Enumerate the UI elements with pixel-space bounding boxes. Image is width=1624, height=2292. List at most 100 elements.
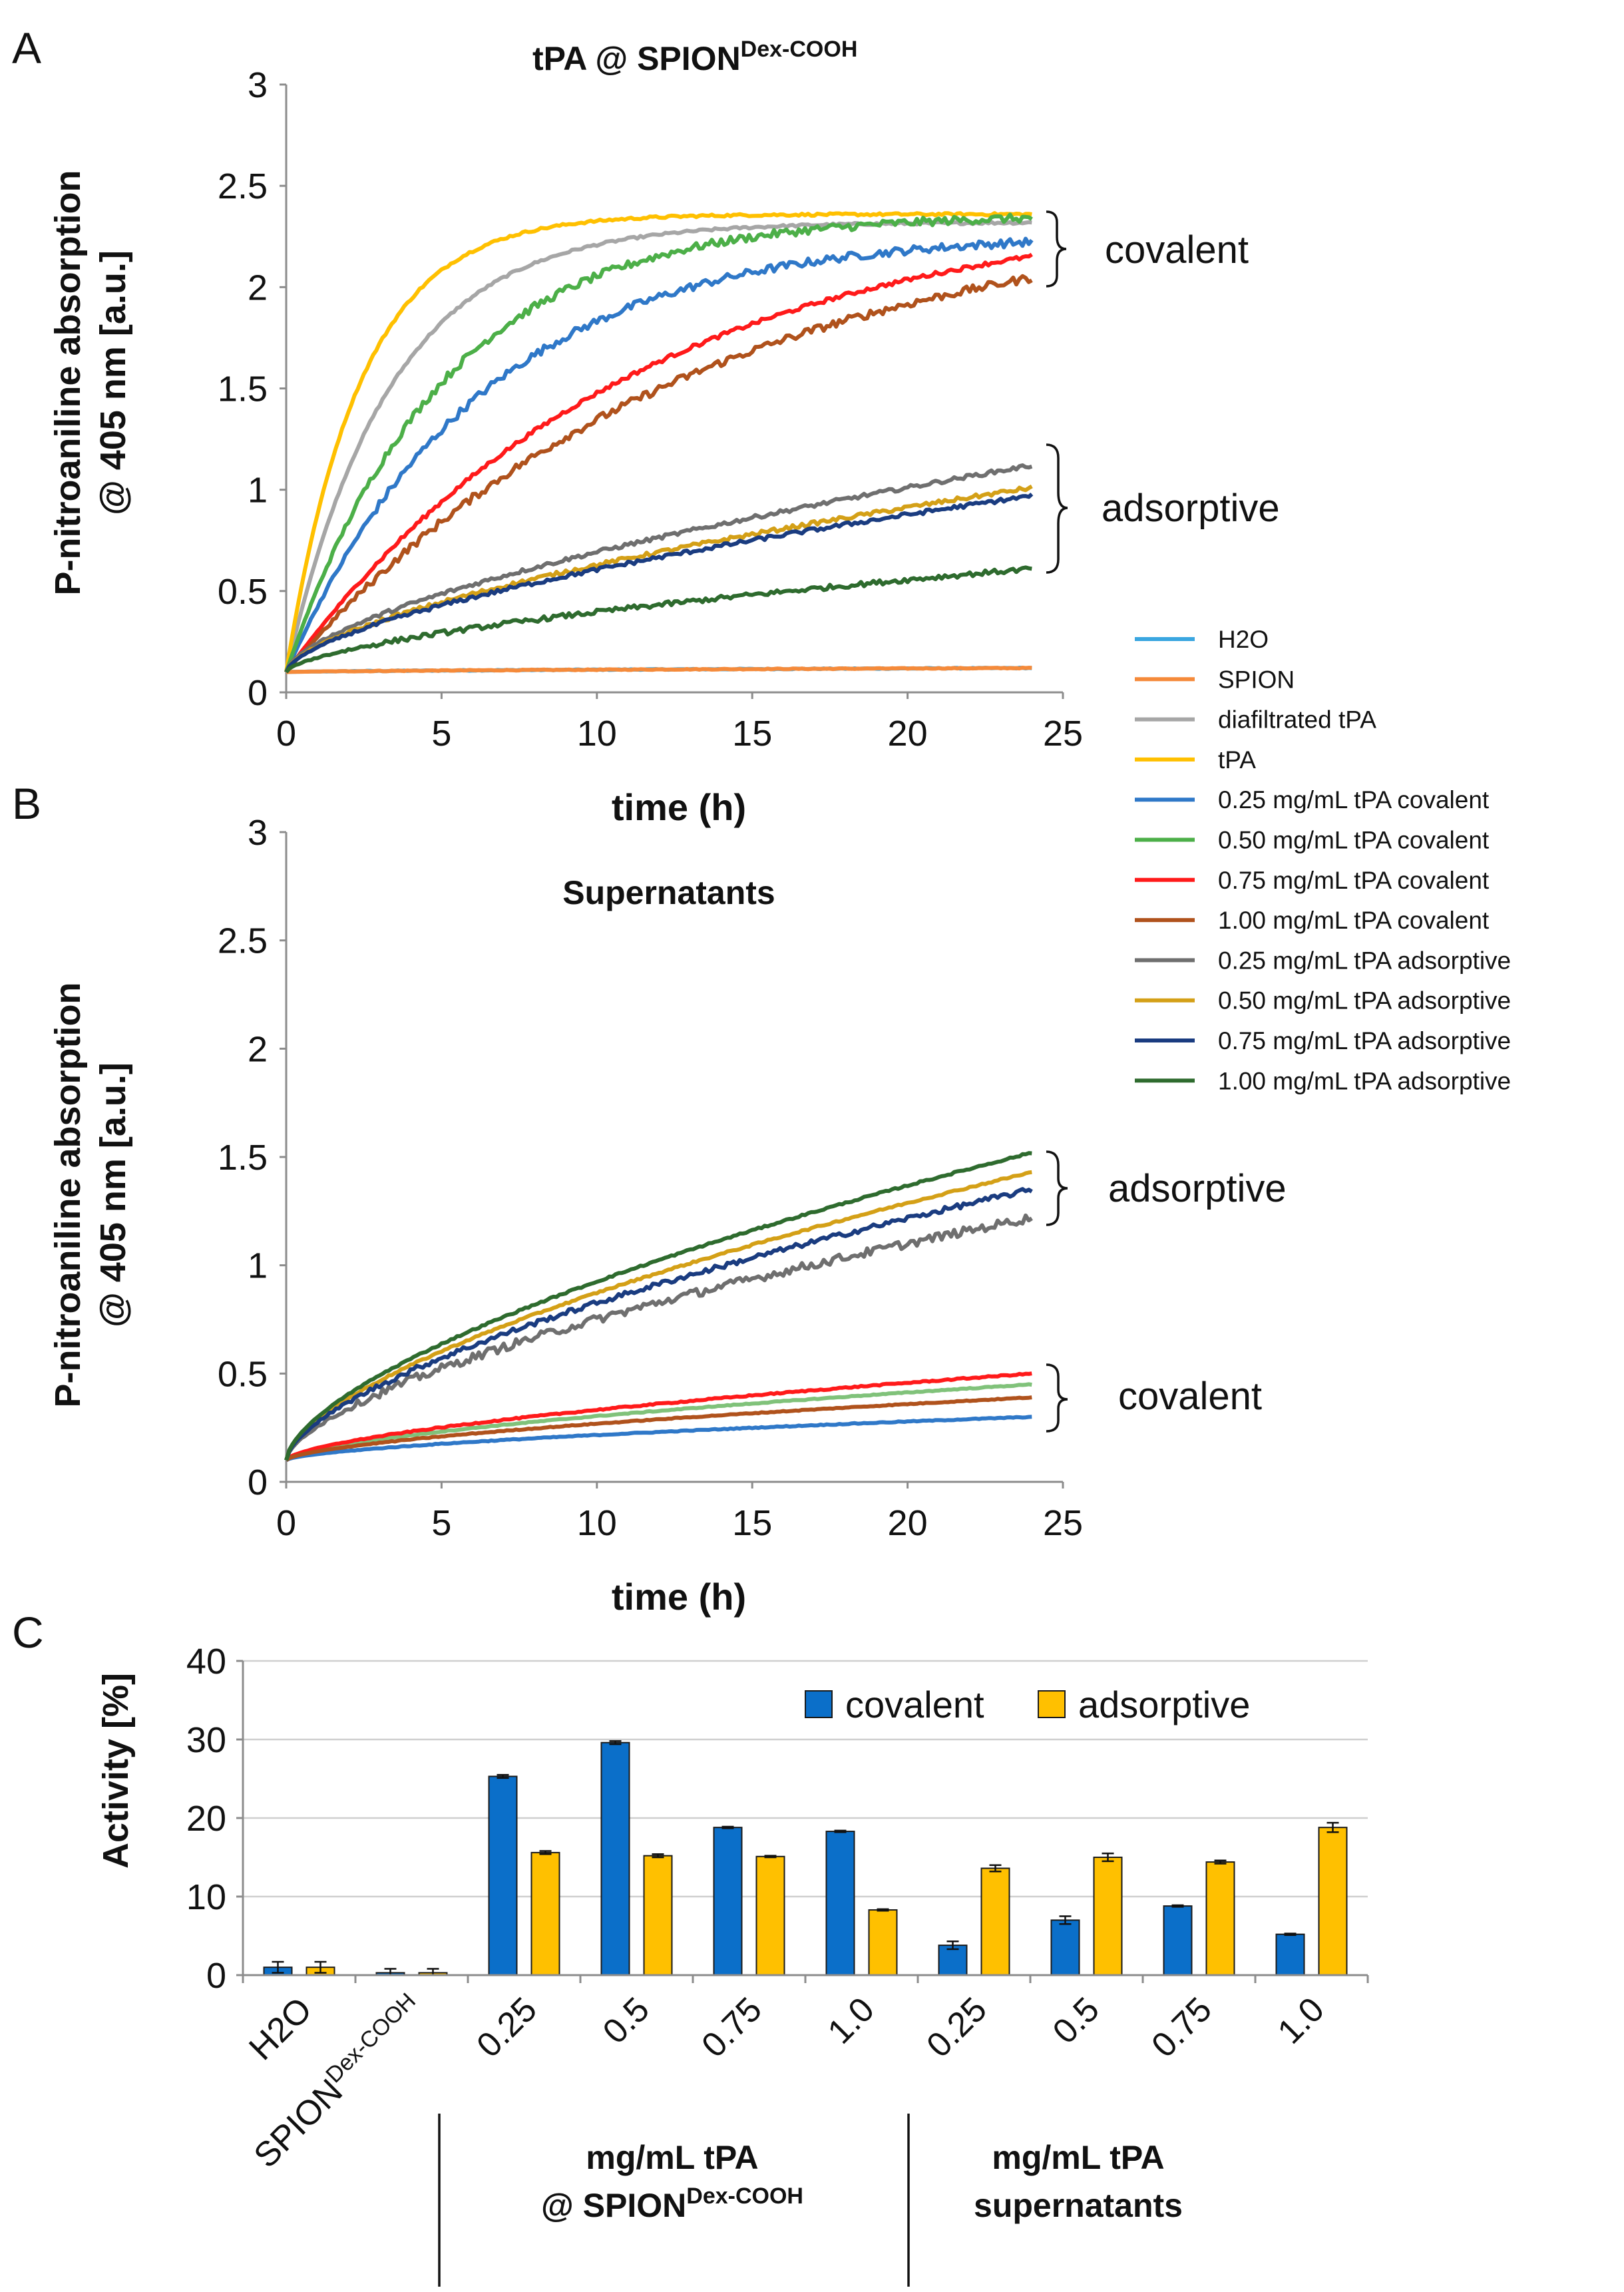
error-bar-adsorptive-4 [764, 1855, 777, 1859]
series-line-0-50-mg-ml-tpa-adsorptive [284, 484, 1033, 673]
legend-label-0-75-mg-ml-tpa-adsorptive: 0.75 mg/mL tPA adsorptive [1218, 1027, 1511, 1054]
y-tick-label: 0.5 [218, 572, 268, 612]
error-bar-adsorptive-5 [877, 1908, 889, 1912]
series-line-0-25-mg-ml-tpa-adsorptive [284, 1213, 1033, 1461]
panel-a-adsorptive-bracket [1046, 443, 1068, 574]
series-line-1-00-mg-ml-tpa-adsorptive [284, 1151, 1032, 1461]
series-line-0-75-mg-ml-tpa-adsorptive [284, 492, 1034, 674]
series-line-spion [286, 666, 1032, 674]
panel-b-series [284, 1151, 1033, 1463]
category-label-2: 0.25 [469, 1990, 544, 2065]
legend-label-0-75-mg-ml-tpa-covalent: 0.75 mg/mL tPA covalent [1218, 867, 1490, 894]
panel-b-covalent-label: covalent [1118, 1375, 1262, 1418]
x-tick-label: 0 [276, 1503, 296, 1543]
group2-label-line1: mg/mL tPA [992, 2139, 1164, 2176]
series-line-0-75-mg-ml-tpa-adsorptive [284, 1187, 1033, 1461]
error-bar-adsorptive-6 [989, 1864, 1002, 1873]
panel-a-xlabel: time (h) [612, 786, 746, 828]
bar-covalent-3 [600, 1741, 630, 1976]
error-bar-covalent-2 [497, 1773, 509, 1779]
bar-adsorptive-9 [1318, 1827, 1348, 1976]
bar-covalent-9 [1275, 1933, 1305, 1976]
error-bar-adsorptive-8 [1214, 1859, 1227, 1865]
category-label-5: 1.0 [821, 1990, 882, 2051]
y-tick-label: 1.5 [218, 1138, 268, 1178]
panel-b-title: Supernatants [562, 874, 775, 911]
panel-letter-a: A [12, 23, 41, 73]
error-bar-covalent-3 [609, 1740, 622, 1745]
panel-a-covalent-bracket [1046, 210, 1067, 288]
y-tick-label: 10 [186, 1877, 226, 1917]
error-bar-covalent-6 [946, 1941, 959, 1950]
panel-letter-b: B [12, 779, 41, 828]
legend-label-spion: SPION [1218, 666, 1295, 693]
bar-covalent-7 [1050, 1919, 1080, 1976]
category-label-0: H2O [242, 1990, 319, 2068]
error-bar-adsorptive-9 [1326, 1821, 1339, 1833]
series-line-0-75-mg-ml-tpa-covalent [284, 1371, 1032, 1462]
bar-covalent-8 [1163, 1905, 1193, 1976]
panel-letter-c: C [12, 1608, 44, 1657]
x-tick-label: 10 [577, 714, 617, 754]
panel-b: Supernatants P-nitroaniline absorption @… [48, 813, 1287, 1618]
panel-b-covalent-bracket [1046, 1363, 1068, 1433]
series-line-0-50-mg-ml-tpa-covalent [285, 1382, 1032, 1462]
error-bar-covalent-5 [834, 1829, 847, 1833]
svg-text:P-nitroaniline absorption: P-nitroaniline absorption [48, 982, 88, 1407]
svg-text:@ 405 nm [a.u.]: @ 405 nm [a.u.] [93, 250, 133, 515]
category-label-6: 0.25 [919, 1990, 994, 2065]
panel-c-ylabel: Activity [%] [96, 1673, 136, 1869]
x-tick-label: 5 [431, 714, 451, 754]
x-tick-label: 0 [276, 714, 296, 754]
series-line-0-25-mg-ml-tpa-adsorptive [284, 463, 1033, 673]
panel-b-xlabel: time (h) [612, 1576, 746, 1618]
y-tick-label: 30 [186, 1720, 226, 1760]
group1-label-line1: mg/mL tPA [586, 2139, 758, 2176]
svg-text:P-nitroaniline absorption: P-nitroaniline absorption [48, 170, 88, 595]
group2-label-line2: supernatants [974, 2187, 1183, 2224]
y-tick-label: 0 [206, 1956, 226, 1996]
panel-a-title: tPA @ SPIONDex-COOH [532, 37, 857, 77]
y-tick-label: 1 [248, 1246, 268, 1286]
bar-adsorptive-4 [755, 1855, 785, 1976]
bar-adsorptive-5 [868, 1909, 898, 1976]
bar-covalent-5 [825, 1831, 855, 1976]
y-tick-label: 2 [248, 1029, 268, 1069]
panel-b-adsorptive-label: adsorptive [1108, 1167, 1287, 1210]
panel-b-y-ticks: 0 0.5 1 1.5 2 2.5 3 [218, 813, 286, 1502]
error-bar-covalent-8 [1171, 1904, 1184, 1908]
y-tick-label: 1.5 [218, 369, 268, 409]
error-bar-adsorptive-3 [652, 1853, 664, 1859]
x-tick-label: 10 [577, 1503, 617, 1543]
series-line-0-75-mg-ml-tpa-covalent [284, 252, 1033, 674]
x-tick-label: 25 [1043, 1503, 1083, 1543]
series-line-1-00-mg-ml-tpa-covalent [285, 1395, 1032, 1462]
panel-b-adsorptive-bracket [1046, 1150, 1068, 1226]
series-line-1-00-mg-ml-tpa-adsorptive [284, 565, 1032, 674]
panel-a-covalent-label: covalent [1105, 228, 1249, 272]
y-tick-label: 0 [248, 673, 268, 713]
x-tick-label: 20 [888, 714, 928, 754]
panel-a-adsorptive-label: adsorptive [1102, 487, 1280, 530]
x-tick-label: 25 [1043, 714, 1083, 754]
bar-legend-label-covalent: covalent [845, 1684, 984, 1725]
y-tick-label: 0 [248, 1463, 268, 1502]
error-bar-adsorptive-7 [1102, 1852, 1114, 1863]
y-tick-label: 3 [248, 65, 268, 105]
category-label-4: 0.75 [694, 1990, 769, 2065]
panel-a-x-ticks: 0 5 10 15 20 25 [276, 692, 1083, 754]
y-tick-label: 0.5 [218, 1354, 268, 1394]
bar-adsorptive-7 [1093, 1857, 1123, 1976]
x-tick-label: 20 [888, 1503, 928, 1543]
y-tick-label: 2 [248, 268, 268, 308]
error-bar-covalent-4 [721, 1825, 734, 1829]
category-label-3: 0.5 [596, 1990, 657, 2051]
series-line-tpa [284, 211, 1032, 673]
panel-c-x-ticks [242, 1975, 1369, 1983]
group1-label-line2: @ SPIONDex-COOH [541, 2183, 803, 2224]
y-tick-label: 2.5 [218, 166, 268, 206]
series-line-0-50-mg-ml-tpa-adsorptive [284, 1170, 1032, 1461]
y-tick-label: 3 [248, 813, 268, 853]
